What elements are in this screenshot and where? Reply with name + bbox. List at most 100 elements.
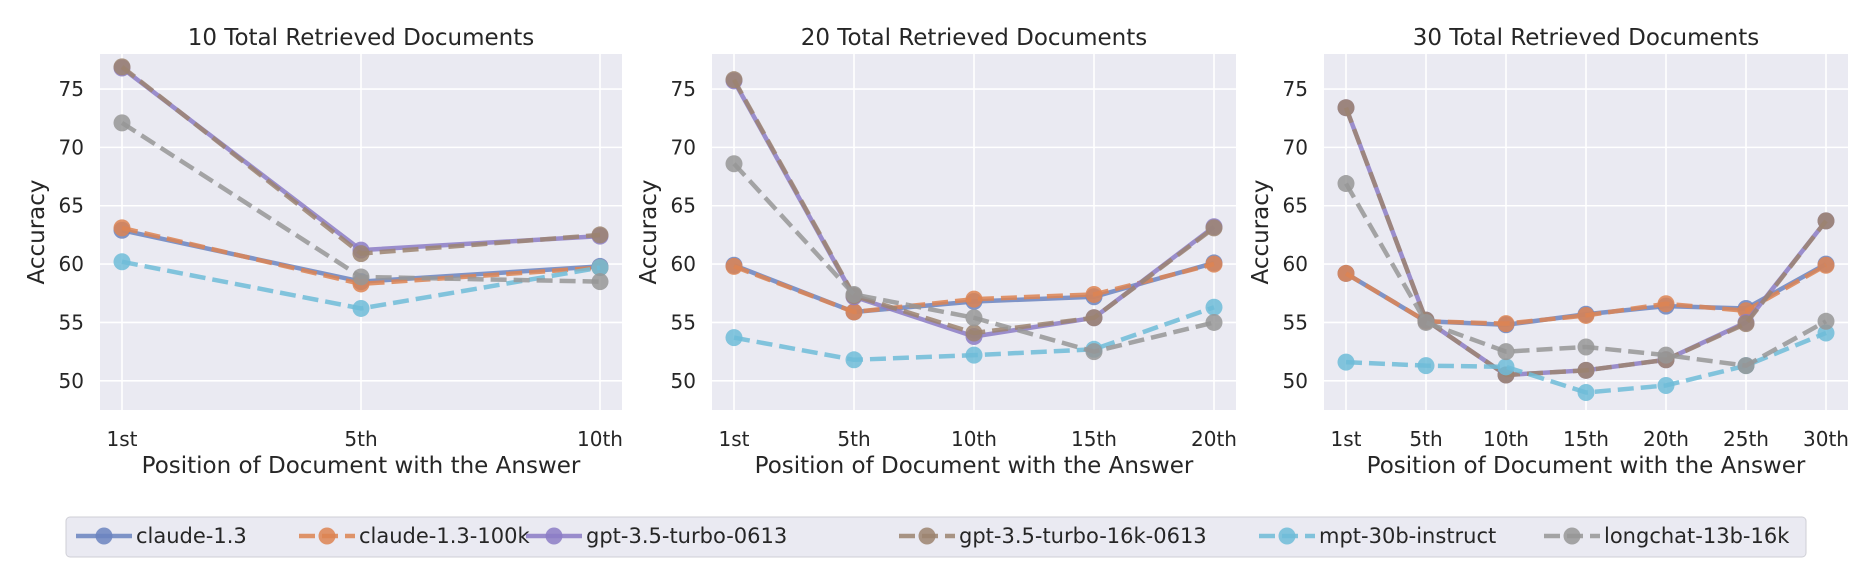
series-longchat-13b-16k bbox=[1337, 175, 1835, 375]
legend-swatch-marker bbox=[918, 527, 936, 545]
series-longchat-13b-16k bbox=[113, 114, 609, 291]
data-point bbox=[1497, 358, 1515, 376]
data-point bbox=[1497, 315, 1515, 333]
data-point bbox=[725, 155, 743, 173]
data-point bbox=[965, 309, 983, 327]
legend: claude-1.3 claude-1.3-100k gpt-3.5-turbo-0… bbox=[65, 516, 1807, 558]
data-point bbox=[1205, 219, 1223, 237]
data-point bbox=[1337, 99, 1355, 117]
legend-item-mpt-30b-instruct: mpt-30b-instruct bbox=[1259, 524, 1496, 548]
y-tick-label: 70 bbox=[671, 135, 696, 159]
y-axis-label: Accuracy bbox=[24, 179, 50, 284]
legend-swatch-marker bbox=[95, 527, 113, 545]
data-point bbox=[1205, 298, 1223, 316]
y-tick-label: 55 bbox=[671, 310, 696, 334]
chart-title: 20 Total Retrieved Documents bbox=[801, 25, 1148, 51]
legend-swatch-marker bbox=[318, 527, 336, 545]
data-point bbox=[113, 219, 131, 237]
series-longchat-13b-16k bbox=[725, 155, 1223, 361]
data-point bbox=[1337, 175, 1355, 193]
data-point bbox=[113, 114, 131, 132]
chart-panel-2: 50 55 60 65 70 75 1st 5th 10th 15th 20th 20 Total R… bbox=[636, 25, 1237, 479]
x-axis-label: Position of Document with the Answer bbox=[142, 453, 581, 479]
x-tick-label: 1st bbox=[1331, 427, 1362, 451]
legend-label: gpt-3.5-turbo-0613 bbox=[586, 524, 787, 548]
legend-item-claude-1.3: claude-1.3 bbox=[76, 524, 247, 548]
x-tick-label: 15th bbox=[1071, 427, 1117, 451]
x-tick-label: 15th bbox=[1563, 427, 1609, 451]
y-tick-label: 65 bbox=[671, 194, 696, 218]
data-point bbox=[1085, 309, 1103, 327]
y-tick-label: 60 bbox=[1283, 252, 1308, 276]
data-point bbox=[1657, 295, 1675, 313]
data-point bbox=[352, 268, 370, 286]
data-point bbox=[845, 303, 863, 321]
data-point bbox=[1497, 343, 1515, 361]
data-point bbox=[725, 71, 743, 89]
x-tick-label: 10th bbox=[1483, 427, 1529, 451]
chart-panels: 50 55 60 65 70 75 1st 5th 10th 10 Total Retrieved… bbox=[24, 25, 1849, 479]
y-tick-label: 70 bbox=[1283, 135, 1308, 159]
x-tick-label: 5th bbox=[1409, 427, 1442, 451]
data-point bbox=[1417, 357, 1435, 375]
data-point bbox=[1657, 376, 1675, 394]
x-tick-label: 5th bbox=[344, 427, 377, 451]
data-point bbox=[113, 253, 131, 271]
y-tick-label: 55 bbox=[59, 310, 84, 334]
y-tick-label: 65 bbox=[1283, 194, 1308, 218]
data-point bbox=[725, 329, 743, 347]
x-tick-label: 30th bbox=[1803, 427, 1849, 451]
data-point bbox=[965, 324, 983, 342]
chart-title: 30 Total Retrieved Documents bbox=[1413, 25, 1760, 51]
x-tick-label: 10th bbox=[951, 427, 997, 451]
data-point bbox=[1205, 255, 1223, 273]
data-point bbox=[352, 299, 370, 317]
legend-item-claude-1.3-100k: claude-1.3-100k bbox=[299, 524, 530, 548]
y-axis-label: Accuracy bbox=[636, 179, 662, 284]
data-point bbox=[1085, 285, 1103, 303]
x-tick-label: 20th bbox=[1191, 427, 1237, 451]
y-tick-label: 50 bbox=[1283, 369, 1308, 393]
x-tick-label: 1st bbox=[719, 427, 750, 451]
data-point bbox=[591, 226, 609, 244]
y-tick-label: 70 bbox=[59, 135, 84, 159]
legend-swatch-marker bbox=[1278, 527, 1296, 545]
series-gpt-3.5-turbo-16k-0613 bbox=[113, 58, 609, 263]
y-tick-label: 75 bbox=[671, 77, 696, 101]
legend-item-longchat-13b-16k: longchat-13b-16k bbox=[1544, 524, 1790, 548]
x-tick-label: 1st bbox=[107, 427, 138, 451]
y-tick-label: 50 bbox=[59, 369, 84, 393]
data-point bbox=[845, 351, 863, 369]
data-point bbox=[845, 285, 863, 303]
data-point bbox=[1817, 212, 1835, 230]
data-point bbox=[1817, 256, 1835, 274]
legend-label: mpt-30b-instruct bbox=[1319, 524, 1496, 548]
legend-label: gpt-3.5-turbo-16k-0613 bbox=[959, 524, 1207, 548]
data-point bbox=[1817, 312, 1835, 330]
data-point bbox=[965, 346, 983, 364]
x-tick-label: 10th bbox=[577, 427, 623, 451]
data-point bbox=[113, 58, 131, 76]
y-tick-label: 75 bbox=[59, 77, 84, 101]
data-point bbox=[1737, 315, 1755, 333]
data-point bbox=[1205, 313, 1223, 331]
chart-panel-1: 50 55 60 65 70 75 1st 5th 10th 10 Total Retrieved… bbox=[24, 25, 623, 479]
data-point bbox=[1657, 346, 1675, 364]
data-point bbox=[965, 290, 983, 308]
data-point bbox=[1417, 313, 1435, 331]
chart-title: 10 Total Retrieved Documents bbox=[188, 25, 535, 51]
y-tick-label: 50 bbox=[671, 369, 696, 393]
legend-swatch-marker bbox=[1563, 527, 1581, 545]
legend-item-gpt-3.5-turbo-16k-0613: gpt-3.5-turbo-16k-0613 bbox=[899, 524, 1207, 548]
x-tick-label: 25th bbox=[1723, 427, 1769, 451]
legend-item-gpt-3.5-turbo-0613: gpt-3.5-turbo-0613 bbox=[526, 524, 787, 548]
legend-swatch-marker bbox=[545, 527, 563, 545]
data-point bbox=[1085, 343, 1103, 361]
data-point bbox=[1577, 306, 1595, 324]
x-axis-label: Position of Document with the Answer bbox=[755, 453, 1194, 479]
x-tick-label: 20th bbox=[1643, 427, 1689, 451]
data-point bbox=[352, 245, 370, 263]
data-point bbox=[1817, 324, 1835, 342]
data-point bbox=[725, 257, 743, 275]
